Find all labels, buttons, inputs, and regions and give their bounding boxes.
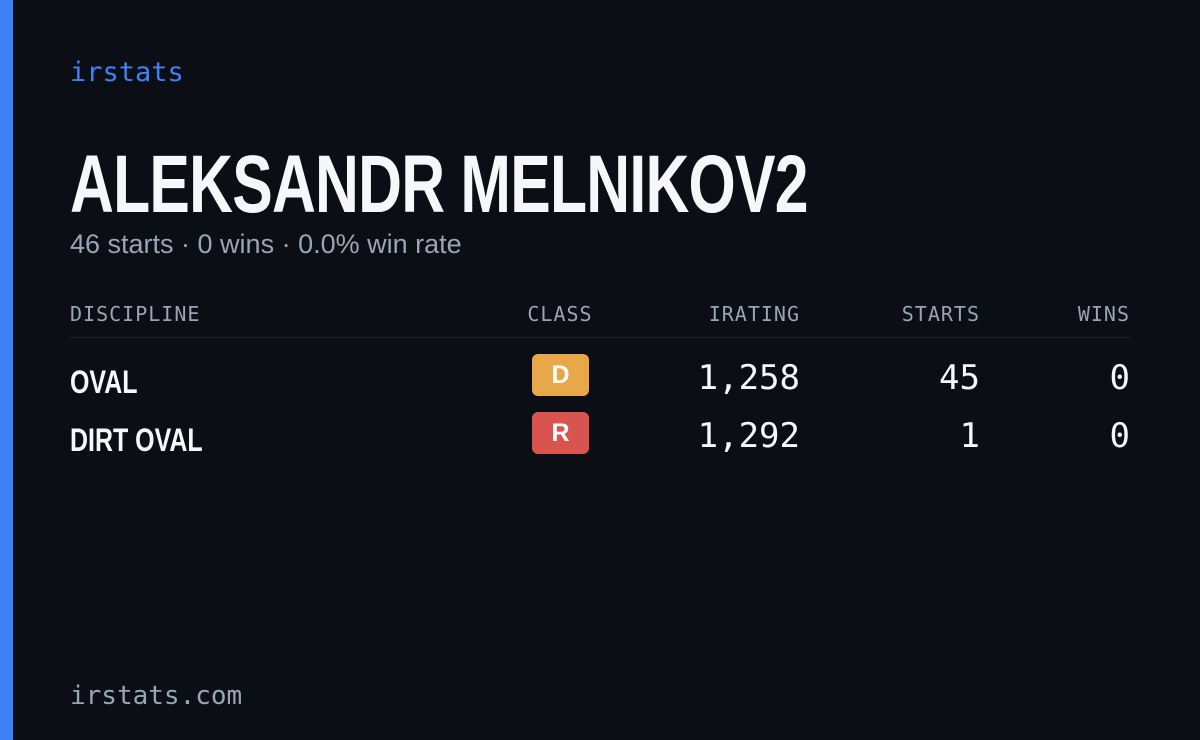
accent-bar xyxy=(0,0,13,740)
footer: irstats.com xyxy=(70,681,243,711)
discipline: DIRT OVAL xyxy=(70,422,203,458)
stat-value: 0 xyxy=(1109,416,1130,456)
driver-name: ALEKSANDR MELNIKOV2 xyxy=(70,139,808,230)
stat-value: 1 xyxy=(959,416,980,456)
class-badge: D xyxy=(532,354,589,396)
column-header: IRATING xyxy=(708,302,800,326)
discipline: OVAL xyxy=(70,364,138,400)
column-header: DISCIPLINE xyxy=(70,302,201,326)
brand: irstats xyxy=(70,57,184,88)
column-header: CLASS xyxy=(527,302,593,326)
column-header: WINS xyxy=(1077,302,1130,326)
column-header: STARTS xyxy=(901,302,980,326)
class-badge: R xyxy=(532,412,589,454)
stat-value: 1,292 xyxy=(697,416,800,456)
stat-value: 0 xyxy=(1109,358,1130,398)
header-rule xyxy=(70,337,1130,338)
stat-value: 45 xyxy=(939,358,980,398)
stat-value: 1,258 xyxy=(697,358,800,398)
subtitle: 46 starts · 0 wins · 0.0% win rate xyxy=(70,229,462,259)
